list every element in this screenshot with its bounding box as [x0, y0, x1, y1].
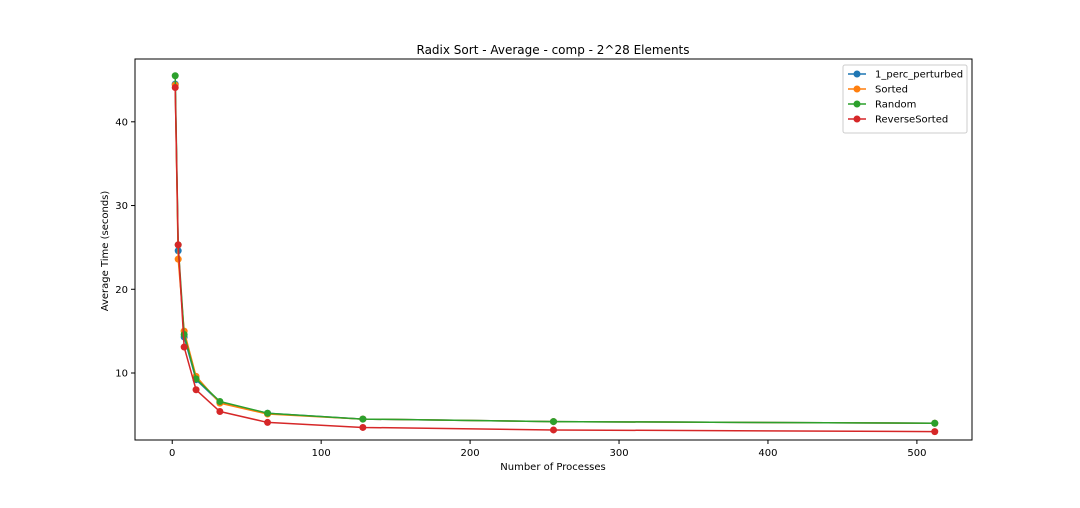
data-point-series-3: [359, 415, 367, 423]
data-point-series-4: [216, 408, 224, 416]
y-tick-label: 10: [115, 369, 128, 380]
x-tick-label: 500: [907, 448, 926, 459]
series-line-3: [174, 75, 935, 424]
legend-swatch-marker: [853, 70, 861, 78]
data-point-series-4: [180, 343, 188, 351]
data-point-series-3: [216, 397, 224, 405]
legend-label: 1_perc_perturbed: [875, 70, 963, 81]
x-tick-label: 200: [461, 448, 480, 459]
data-point-series-4: [550, 426, 557, 434]
legend-label: Random: [875, 100, 916, 111]
legend-label: ReverseSorted: [875, 115, 948, 126]
data-point-series-3: [550, 418, 557, 426]
data-point-series-4: [264, 418, 272, 426]
series-line-1: [174, 84, 935, 424]
data-point-series-4: [174, 241, 182, 249]
data-point-series-3: [171, 72, 179, 80]
y-tick-label: 40: [115, 117, 128, 128]
legend-swatch-marker: [853, 85, 861, 93]
legend-swatch-marker: [853, 115, 861, 123]
y-tick-label: 30: [115, 201, 128, 212]
data-point-series-3: [264, 409, 272, 417]
data-point-series-4: [171, 83, 179, 91]
y-axis-label: Average Time (seconds): [100, 191, 111, 312]
x-axis-label: Number of Processes: [500, 462, 605, 473]
y-tick-label: 20: [115, 285, 128, 296]
series-line-4: [174, 87, 935, 433]
x-tick-label: 100: [312, 448, 331, 459]
x-tick-label: 0: [169, 448, 175, 459]
data-point-series-3: [931, 419, 939, 427]
data-point-series-3: [192, 375, 200, 383]
x-tick-label: 300: [609, 448, 628, 459]
x-tick-label: 400: [758, 448, 777, 459]
plot-frame: [134, 58, 973, 441]
data-point-series-4: [192, 386, 200, 394]
legend-box: [842, 64, 968, 134]
data-point-series-4: [931, 428, 939, 436]
data-point-series-4: [359, 423, 367, 431]
series-line-2: [174, 84, 935, 424]
legend-swatch-marker: [853, 100, 861, 108]
legend-label: Sorted: [875, 85, 908, 96]
chart-title: Radix Sort - Average - comp - 2^28 Eleme…: [417, 43, 690, 57]
